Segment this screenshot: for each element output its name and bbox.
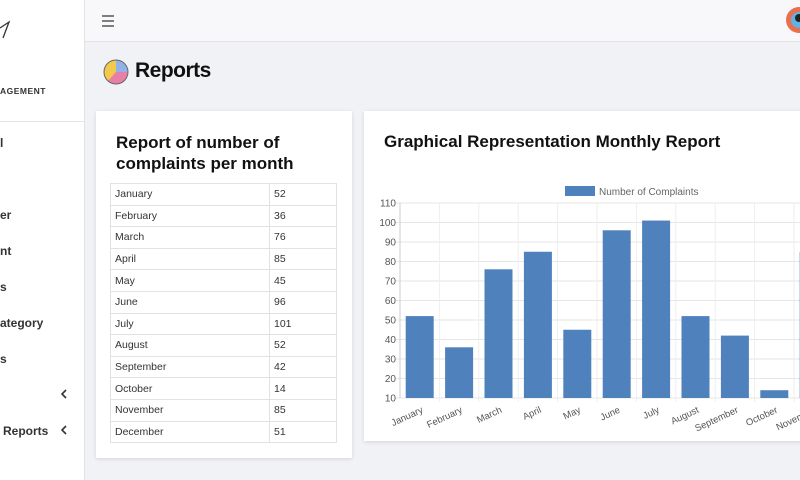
table-row: June 96: [110, 290, 337, 314]
nav-item[interactable]: Reports: [3, 424, 49, 438]
card-title: Graphical Representation Monthly Report: [384, 132, 721, 151]
table-row: September 42: [110, 355, 337, 379]
count-cell: 52: [269, 334, 337, 357]
bar: [405, 316, 434, 398]
table-row: August 52: [110, 334, 337, 357]
table-row: October 14: [110, 377, 337, 400]
table-card: Report of number of complaints per month…: [96, 111, 352, 458]
divider: [0, 121, 84, 122]
count-cell: 96: [269, 290, 337, 314]
x-tick-label: February: [425, 405, 464, 431]
y-tick-label: 80: [385, 257, 397, 268]
chart-card: Graphical Representation Monthly Report …: [364, 111, 800, 441]
y-tick-label: 50: [385, 316, 397, 327]
nav-item[interactable]: er: [0, 208, 12, 222]
count-cell: 101: [269, 312, 337, 336]
nav-item[interactable]: nt: [0, 244, 12, 258]
avatar[interactable]: [783, 5, 800, 37]
y-tick-label: 110: [380, 199, 396, 210]
bar: [720, 335, 749, 398]
y-tick-label: 30: [385, 355, 397, 366]
table-row: July 101: [110, 312, 337, 336]
reports-icon: [103, 59, 129, 85]
count-cell: 51: [269, 420, 337, 444]
brand: AGEMENT: [0, 86, 46, 96]
y-tick-label: 20: [385, 374, 397, 385]
bar: [681, 316, 710, 398]
month-cell: June: [110, 290, 270, 314]
table-row: February 36: [110, 204, 337, 228]
table-row: December 51: [110, 420, 337, 444]
bar: [642, 220, 671, 398]
topbar: [85, 0, 800, 42]
sidebar: AGEMENT l er nt s ategory s Reports: [0, 0, 85, 480]
nav-item[interactable]: s: [0, 352, 7, 366]
month-cell: November: [110, 398, 270, 422]
chevron: [60, 425, 67, 435]
chart: 10 20 30 40 50 60 70 80 90 100 110 Number of Compla…: [379, 186, 800, 435]
y-tick-label: 10: [385, 394, 397, 405]
x-tick-label: July: [641, 405, 661, 422]
x-tick-label: April: [521, 405, 543, 423]
month-cell: February: [110, 204, 270, 228]
chevron: [60, 389, 67, 399]
x-tick-label: March: [475, 405, 504, 426]
menu-button[interactable]: [101, 15, 115, 27]
bar: [523, 251, 552, 398]
bar: [760, 390, 789, 398]
count-cell: 52: [269, 183, 337, 206]
table-row: January 52: [110, 183, 337, 206]
month-cell: September: [110, 355, 270, 379]
table-row: May 45: [110, 269, 337, 292]
count-cell: 42: [269, 355, 337, 379]
y-tick-label: 60: [385, 296, 397, 307]
table-row: March 76: [110, 226, 337, 249]
nav-item[interactable]: l: [0, 136, 4, 150]
x-tick-label: November: [775, 405, 800, 433]
y-tick-label: 40: [385, 335, 397, 346]
table-row: April 85: [110, 247, 337, 271]
table-row: November 85: [110, 398, 337, 422]
x-tick-label: June: [599, 405, 622, 424]
nav-item[interactable]: ategory: [0, 316, 44, 330]
month-cell: April: [110, 247, 270, 271]
count-cell: 45: [269, 269, 337, 292]
month-cell: March: [110, 226, 270, 249]
y-tick-label: 70: [385, 277, 397, 288]
count-cell: 36: [269, 204, 337, 228]
x-tick-label: January: [390, 405, 426, 429]
month-cell: May: [110, 269, 270, 292]
month-cell: December: [110, 420, 270, 444]
y-tick-label: 100: [379, 218, 396, 229]
count-cell: 85: [269, 247, 337, 271]
bar: [484, 269, 513, 398]
count-cell: 76: [269, 226, 337, 249]
legend-label: Number of Complaints: [599, 187, 698, 198]
x-tick-label: October: [744, 405, 779, 429]
legend-swatch: [565, 186, 595, 196]
nav-item[interactable]: s: [0, 280, 7, 294]
x-tick-label: May: [562, 405, 583, 423]
month-cell: January: [110, 183, 270, 206]
y-tick-label: 90: [385, 238, 397, 249]
logo: [0, 20, 11, 39]
page-title: Reports: [135, 59, 211, 82]
month-cell: August: [110, 334, 270, 357]
bar: [563, 329, 592, 398]
month-cell: July: [110, 312, 270, 336]
card-title: Report of number of complaints per month: [116, 133, 294, 173]
x-tick-label: September: [693, 405, 740, 435]
bar: [602, 230, 631, 398]
count-cell: 14: [269, 377, 337, 400]
month-cell: October: [110, 377, 270, 400]
count-cell: 85: [269, 398, 337, 422]
complaints-table: January 52 February 36 March 76 April 85 May 45 Ju…: [110, 183, 337, 444]
bar: [445, 347, 474, 398]
